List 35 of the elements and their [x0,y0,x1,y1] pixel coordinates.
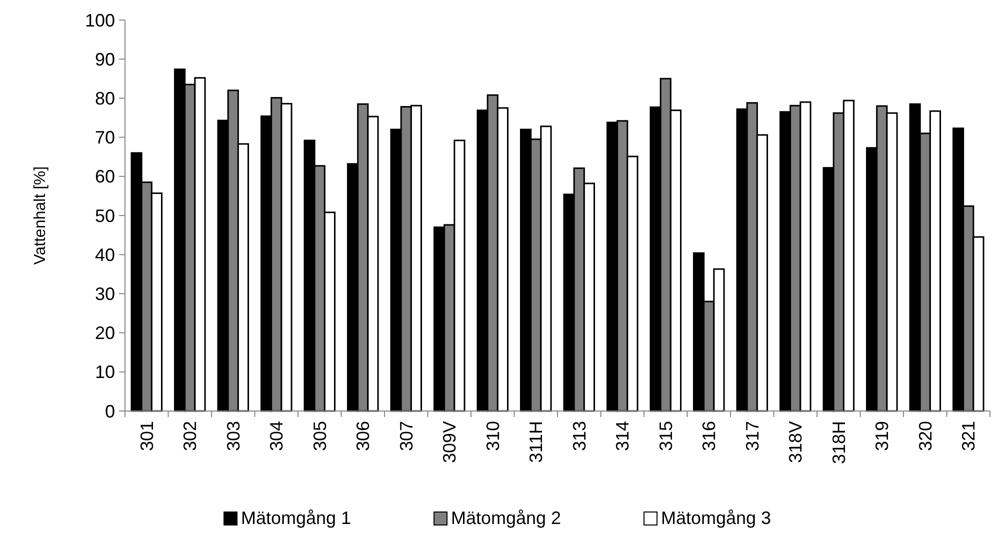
y-tick-label: 40 [94,244,115,265]
y-tick-label: 70 [94,128,115,148]
y-tick-label: 60 [94,166,115,187]
x-tick-label: 307 [396,421,416,452]
x-tick-label: 310 [482,421,503,452]
x-tick-label: 306 [353,421,374,452]
x-tick-label: 320 [915,421,936,452]
x-tick-label: 301 [136,421,157,452]
y-axis-title: Vattenhalt [%] [32,166,49,265]
y-tick-label: 30 [94,284,115,304]
x-tick-label: 319 [872,421,892,452]
x-tick-label: 303 [223,421,244,452]
legend-label: Mätomgång 1 [241,508,352,528]
y-tick-label: 10 [94,362,115,382]
legend-label: Mätomgång 3 [661,508,772,528]
x-tick-label: 317 [742,421,762,452]
y-tick-label: 50 [94,206,115,226]
x-tick-label: 305 [310,421,330,452]
x-tick-label: 318V [786,421,806,464]
x-tick-label: 321 [958,421,979,452]
x-tick-label: 304 [266,421,287,452]
y-tick-label: 20 [94,323,115,344]
x-tick-label: 316 [699,421,720,452]
y-tick-label: 90 [94,49,115,70]
x-tick-label: 309V [440,421,460,464]
x-tick-label: 318H [828,421,849,464]
y-tick-label: 100 [84,10,115,30]
x-tick-label: 302 [180,421,200,452]
x-tick-label: 313 [569,421,590,452]
y-tick-label: 0 [104,401,115,422]
legend-label: Mätomgång 2 [451,508,562,528]
y-tick-label: 80 [94,88,115,108]
x-tick-label: 314 [612,421,633,452]
x-tick-label: 311H [526,421,546,463]
x-tick-label: 315 [656,421,676,452]
